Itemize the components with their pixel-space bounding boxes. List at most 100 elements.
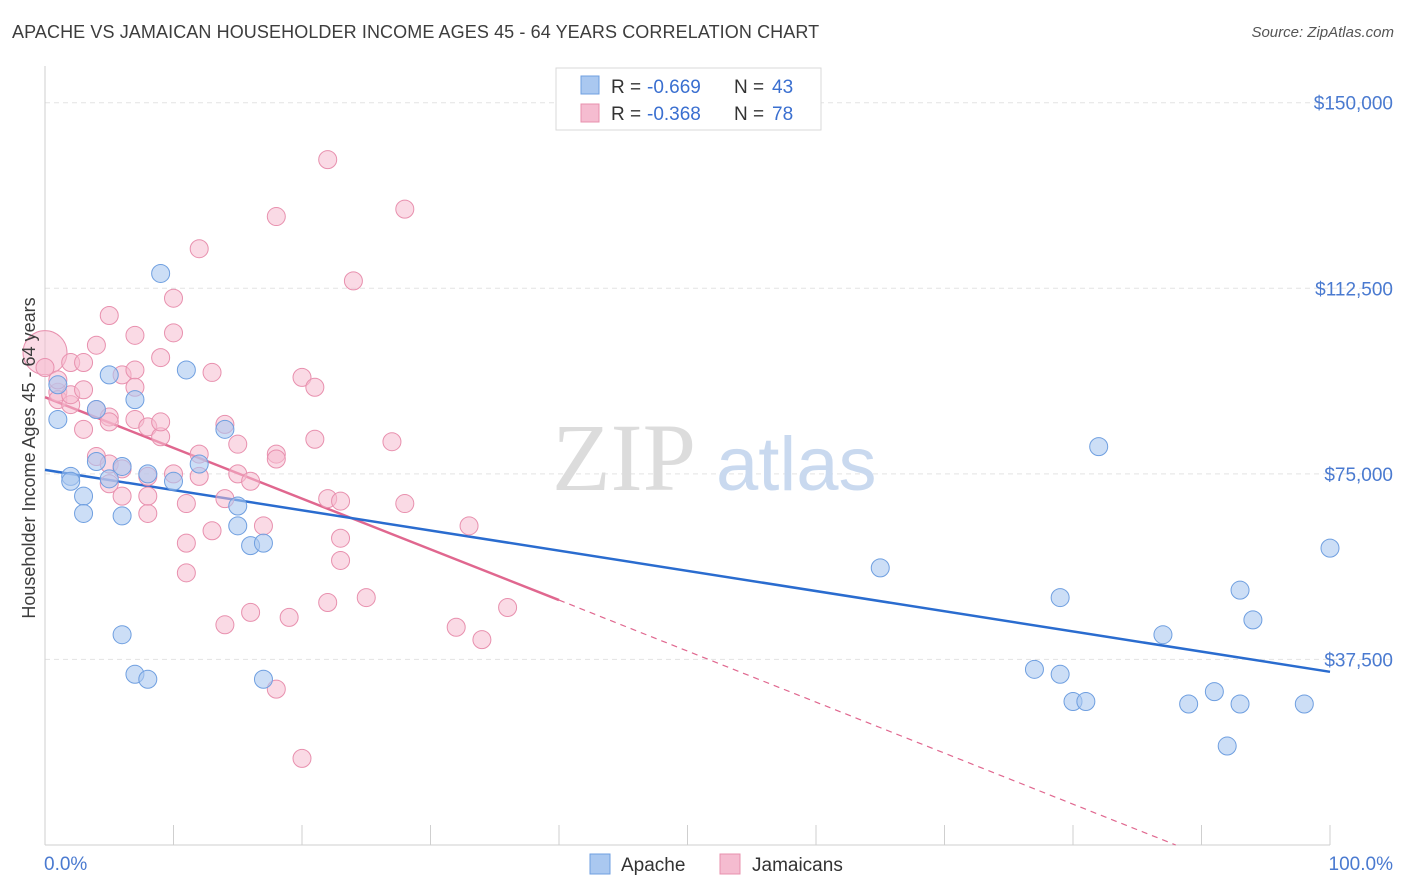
jamaican-point [176, 494, 196, 514]
apache-point [125, 390, 145, 410]
legend-n-value-apache: 43 [772, 77, 793, 98]
y-tick-label: $75,000 [1324, 465, 1393, 486]
apache-point [112, 506, 132, 526]
jamaican-point [74, 353, 94, 373]
apache-point [1320, 538, 1340, 558]
jamaican-point [382, 432, 402, 452]
watermark-atlas: atlas [716, 422, 877, 507]
jamaican-point [292, 748, 312, 768]
bottom-legend-apache: Apache [621, 855, 685, 876]
jamaican-point [99, 306, 119, 326]
jamaican-point [215, 615, 235, 635]
apache-point [1204, 682, 1224, 702]
jamaican-point [331, 550, 351, 570]
jamaican-point [305, 377, 325, 397]
jamaican-point [395, 494, 415, 514]
watermark-zip: ZIP [552, 404, 696, 511]
jamaican-point [472, 630, 492, 650]
legend-swatch-jamaicans [580, 103, 600, 123]
apache-point [86, 400, 106, 420]
apache-point [138, 669, 158, 689]
apache-point [1294, 694, 1314, 714]
jamaican-point [138, 486, 158, 506]
apache-point [151, 263, 171, 283]
jamaican-point [446, 617, 466, 637]
legend-r-value-apache: -0.669 [647, 77, 701, 98]
apache-point [1179, 694, 1199, 714]
apache-point [228, 496, 248, 516]
jamaican-point [241, 602, 261, 622]
axes [44, 66, 1331, 846]
legend-swatch-apache [580, 75, 600, 95]
y-tick-label: $112,500 [1315, 279, 1393, 300]
jamaican-point [202, 521, 222, 541]
jamaican-point [125, 360, 145, 380]
jamaican-point [99, 412, 119, 432]
jamaican-point [151, 412, 171, 432]
apache-point [253, 669, 273, 689]
apache-point [112, 456, 132, 476]
source-credit: Source: ZipAtlas.com [1251, 24, 1394, 41]
apache-point [176, 360, 196, 380]
jamaican-point [35, 357, 55, 377]
x-tick-label: 100.0% [1329, 854, 1394, 875]
apache-point [215, 419, 235, 439]
apache-point [74, 486, 94, 506]
jamaicans-trend-extrapolated [558, 599, 1177, 846]
jamaican-point [138, 503, 158, 523]
x-tick-labels: 0.0% 100.0% [44, 854, 1393, 875]
legend-box [555, 67, 822, 131]
apache-point [48, 409, 68, 429]
jamaican-point [253, 516, 273, 536]
jamaican-point [331, 491, 351, 511]
jamaican-point [176, 563, 196, 583]
jamaican-point [266, 207, 286, 227]
jamaican-point [356, 588, 376, 608]
y-axis-label: Householder Income Ages 45 - 64 years [19, 297, 39, 618]
jamaican-point [176, 533, 196, 553]
bottom-legend-swatch-jamaicans [719, 853, 741, 875]
jamaican-point [86, 335, 106, 355]
apache-point [1153, 625, 1173, 645]
chart-title: APACHE VS JAMAICAN HOUSEHOLDER INCOME AG… [12, 22, 820, 42]
jamaican-point [318, 593, 338, 613]
jamaican-point [498, 597, 518, 617]
jamaican-point [459, 516, 479, 536]
jamaican-point [164, 323, 183, 343]
legend: R = -0.669 N = 43 R = -0.368 N = 78 [555, 67, 822, 131]
jamaican-point [74, 380, 94, 400]
apache-trend-line [44, 468, 1331, 674]
jamaican-point [189, 239, 209, 259]
legend-r-label-jamaicans: R = [611, 104, 641, 125]
jamaican-point [279, 607, 299, 627]
jamaican-point [395, 199, 415, 219]
legend-r-label-apache: R = [611, 77, 641, 98]
legend-n-label-apache: N = [734, 77, 764, 98]
apache-point [1024, 659, 1044, 679]
jamaican-point [151, 348, 171, 368]
apache-point [164, 471, 183, 491]
apache-point [1076, 691, 1096, 711]
apache-point [99, 365, 119, 385]
apache-point [1230, 694, 1250, 714]
jamaican-point [164, 288, 183, 308]
apache-point [61, 471, 81, 491]
jamaican-point [343, 271, 363, 291]
bottom-legend-swatch-apache [589, 853, 611, 875]
y-tick-labels: $150,000 $112,500 $75,000 $37,500 [1314, 94, 1393, 672]
apache-point [870, 558, 890, 578]
apache-point [1089, 437, 1109, 457]
jamaican-point [305, 429, 325, 449]
apache-point [48, 375, 68, 395]
legend-n-label-jamaicans: N = [734, 104, 764, 125]
apache-point [74, 503, 94, 523]
legend-r-value-jamaicans: -0.368 [647, 104, 701, 125]
bottom-legend-jamaicans: Jamaicans [752, 855, 843, 876]
bottom-legend: Apache Jamaicans [589, 853, 843, 876]
y-tick-label: $37,500 [1324, 650, 1393, 671]
jamaican-point [292, 367, 312, 387]
apache-point [228, 516, 248, 536]
jamaican-point [266, 449, 286, 469]
trend-lines [44, 396, 1331, 846]
